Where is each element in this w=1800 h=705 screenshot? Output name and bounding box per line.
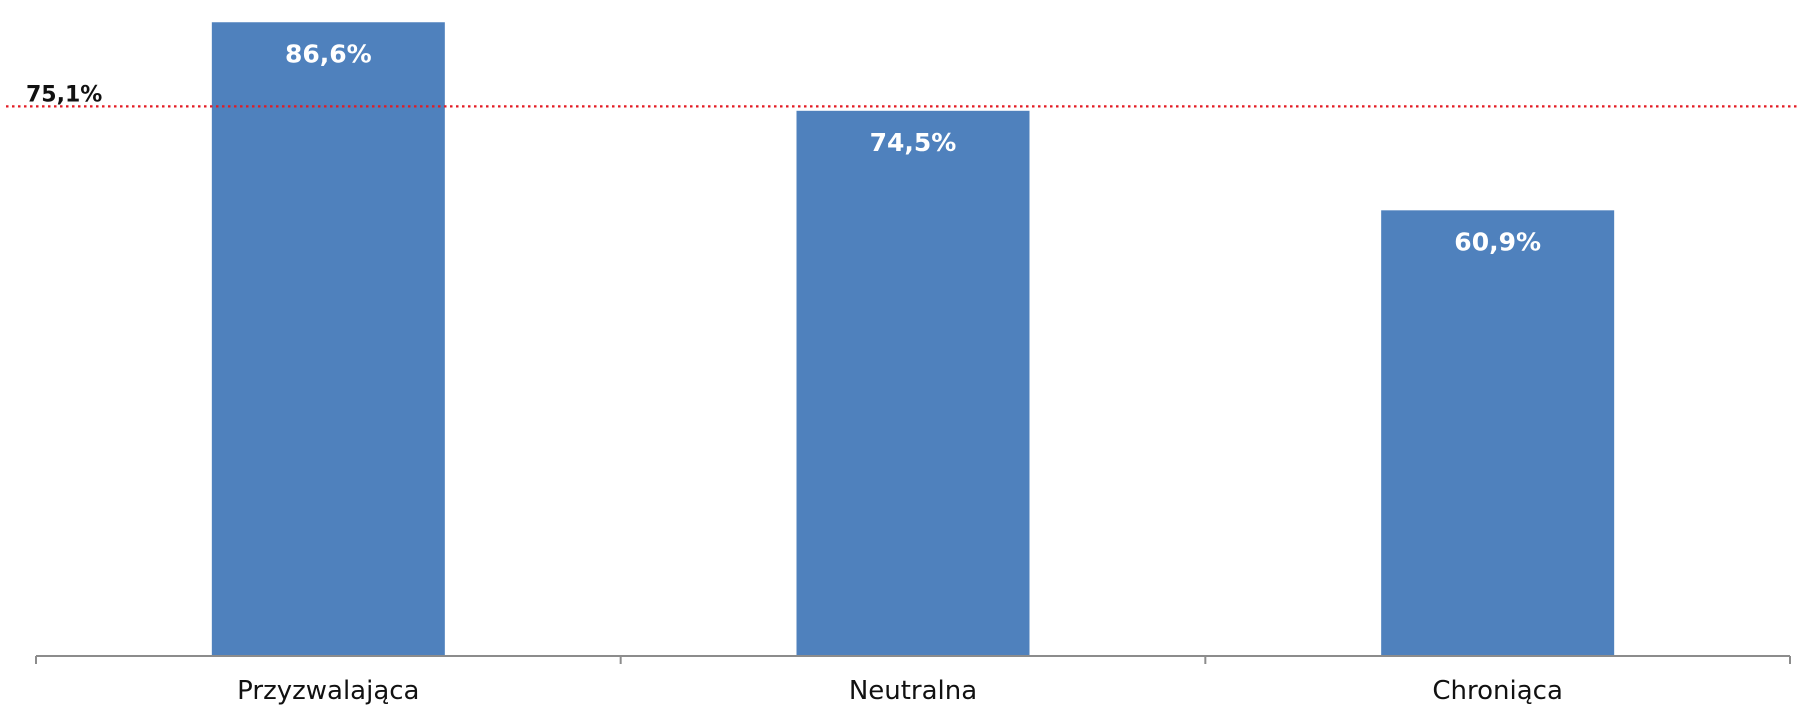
bar-2 [796,110,1030,657]
reference-layer: 75,1% [6,82,1800,108]
x-axis: Przyzwalająca Neutralna Chroniąca [35,655,1791,705]
x-tick-label-3: Chroniąca [1432,676,1563,705]
bar-3 [1381,210,1615,656]
reference-line-label: 75,1% [26,82,102,107]
bar-1 [211,22,445,656]
bar-value-label-2: 74,5% [870,128,957,157]
x-tick-label-1: Przyzwalająca [237,676,419,705]
bar-value-label-1: 86,6% [285,39,372,68]
bars-layer: 86,6% 74,5% 60,9% [211,22,1615,657]
bar-value-label-3: 60,9% [1454,227,1541,256]
x-tick-label-2: Neutralna [849,676,977,705]
